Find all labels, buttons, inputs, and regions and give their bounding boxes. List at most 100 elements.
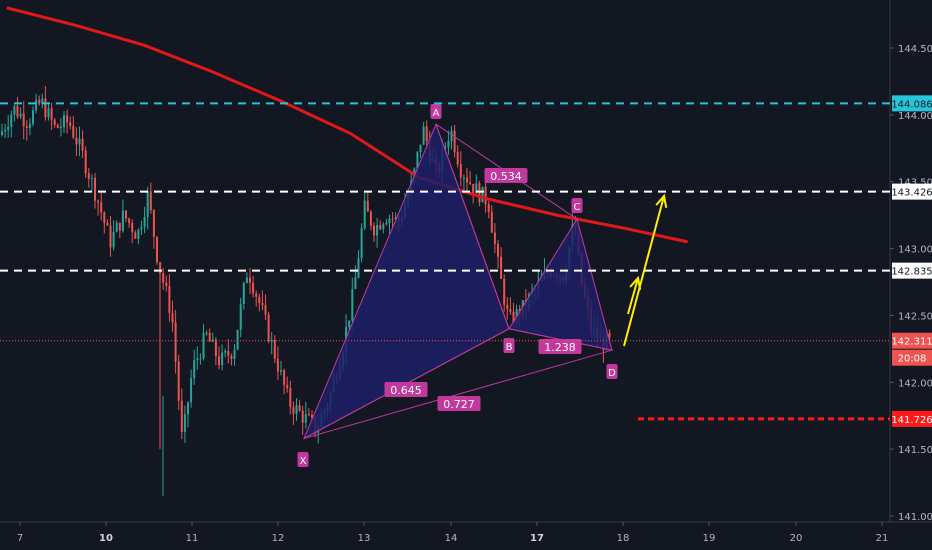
candle-body: [193, 360, 196, 379]
candle-body: [394, 217, 397, 220]
candle-body: [75, 137, 78, 145]
y-tick-label: 141.000: [898, 512, 932, 523]
y-tick-label: 142.000: [898, 378, 932, 389]
pattern-point-a: A: [430, 104, 442, 119]
candle-body: [112, 231, 115, 248]
pattern-ratio-xb-text: 0.534: [490, 170, 522, 183]
pattern-point-b-text: B: [506, 342, 513, 353]
candle-body: [224, 351, 227, 353]
y-tick-label: 143.000: [898, 245, 932, 256]
current-price-tag-text: 142.311: [891, 337, 932, 348]
candle-body: [44, 98, 47, 118]
candle-body: [32, 110, 34, 124]
price-level-tag: [892, 95, 932, 112]
candle-body: [348, 320, 351, 328]
candle-body: [47, 108, 50, 118]
candle-body: [16, 105, 19, 117]
candle-body: [177, 361, 180, 401]
candle-body: [146, 191, 149, 217]
pattern-ratio-ac-text: 0.645: [390, 384, 422, 397]
candle-body: [103, 212, 106, 223]
candle-body: [249, 277, 251, 283]
y-tick-label: 143.500: [898, 178, 932, 189]
candle-body: [307, 414, 310, 416]
candle-body: [78, 138, 81, 145]
candle-body: [149, 191, 152, 211]
candle-body: [190, 378, 193, 403]
moving-average-line[interactable]: [6, 6, 688, 244]
pattern-ratio-xb-bg: [484, 168, 528, 183]
candle-body: [357, 258, 360, 278]
candle-body: [245, 277, 248, 284]
candle-body: [450, 130, 453, 142]
candle-body: [354, 277, 357, 289]
candle-body: [221, 352, 224, 366]
candle-body: [255, 293, 258, 297]
harmonic-pattern[interactable]: X A B C D 0.534 1.238 0.645 0.727: [297, 104, 618, 467]
x-tick-label: 7: [17, 533, 23, 544]
candle-body: [63, 115, 65, 128]
candle-body: [152, 210, 155, 237]
price-level-tag: [892, 262, 932, 279]
y-tick-label: 142.500: [898, 311, 932, 322]
pattern-ratio-bd-text: 1.238: [544, 341, 576, 354]
candle-body: [25, 126, 28, 128]
candle-body: [295, 405, 298, 414]
candle-body: [481, 186, 484, 203]
candle-body: [379, 224, 382, 230]
candle-body: [59, 127, 62, 129]
candle-body: [490, 211, 493, 233]
candle-body: [487, 204, 490, 212]
candle-body: [56, 124, 59, 128]
candle-body: [298, 405, 301, 411]
candle-body: [211, 339, 214, 342]
candle-body: [19, 113, 22, 117]
projection-arrow-head: [629, 275, 642, 290]
price-level-tag: [892, 410, 932, 427]
candle-body: [373, 225, 375, 236]
pattern-point-x-text: X: [300, 456, 307, 467]
candle-body: [156, 236, 158, 263]
candle-body: [97, 200, 100, 203]
candle-body: [1, 131, 3, 135]
candle-body: [503, 278, 506, 305]
pattern-ratio-xd: 0.727: [437, 396, 481, 411]
candle-body: [301, 410, 304, 423]
candle-body: [7, 126, 10, 130]
x-tick-label: 17: [530, 533, 544, 544]
pattern-point-x: X: [297, 452, 309, 467]
candle-body: [459, 164, 462, 178]
candle-body: [289, 388, 292, 407]
pattern-point-a-bg: [430, 104, 442, 119]
pattern-line-xd: [303, 349, 613, 439]
candle-body: [475, 183, 478, 194]
pattern-ratio-ac-bg: [384, 382, 428, 397]
candle-body: [509, 309, 512, 312]
candle-body: [50, 108, 53, 120]
candle-body: [87, 173, 90, 179]
countdown-tag-text: 20:08: [898, 354, 927, 365]
candle-body: [242, 283, 245, 305]
projection-arrows[interactable]: [623, 193, 668, 347]
candle-body: [131, 223, 134, 233]
candle-body: [196, 358, 199, 361]
candle-body: [4, 129, 7, 132]
candle-body: [10, 114, 13, 127]
candle-body: [258, 296, 261, 304]
y-tick-label: 144.500: [898, 44, 932, 55]
candle-body: [422, 126, 425, 145]
pattern-point-d-bg: [606, 364, 618, 379]
current-price-tag: [892, 332, 932, 349]
candle-body: [13, 105, 16, 115]
candle-body: [484, 186, 487, 205]
pattern-point-c-text: C: [574, 202, 581, 213]
x-tick-label: 18: [617, 533, 630, 544]
candle-body: [261, 303, 264, 306]
price-level-tag: [892, 183, 932, 200]
projection-arrow-head: [655, 193, 668, 208]
y-tick-label: 141.500: [898, 445, 932, 456]
candle-body: [69, 122, 72, 126]
candle-body: [137, 229, 140, 239]
